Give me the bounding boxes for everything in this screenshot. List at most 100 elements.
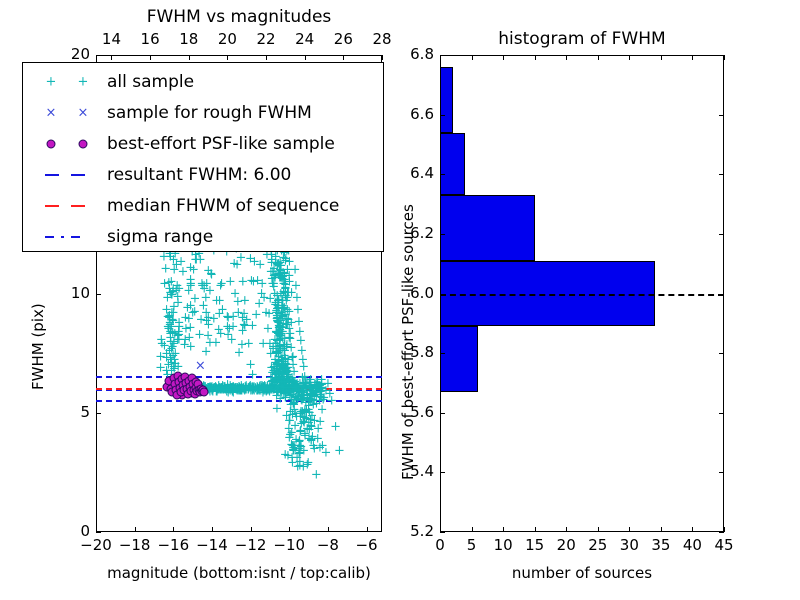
histogram-x-tick-label: 5: [466, 536, 477, 554]
scatter-point-all-sample: +: [274, 338, 286, 354]
scatter-point-all-sample: +: [172, 332, 184, 348]
scatter-point-all-sample: +: [268, 363, 280, 379]
legend-item[interactable]: median FHWM of sequence: [23, 190, 383, 221]
histogram-bar: [440, 66, 453, 133]
tick-mark: [719, 353, 724, 355]
tick-mark: [227, 55, 229, 60]
tick-mark: [96, 293, 101, 295]
scatter-point-all-sample: +: [168, 299, 180, 315]
scatter-point-all-sample: +: [275, 378, 287, 394]
tick-mark: [719, 472, 724, 474]
scatter-point-all-sample: +: [317, 438, 328, 454]
scatter-point-all-sample: +: [276, 326, 288, 342]
scatter-point-all-sample: +: [248, 274, 259, 290]
scatter-point-all-sample: +: [200, 290, 212, 306]
legend-item-label: all sample: [107, 71, 195, 92]
legend-item[interactable]: × × sample for rough FWHM: [23, 97, 383, 128]
legend-item[interactable]: best-effort PSF-like sample: [23, 128, 383, 159]
scatter-point-all-sample: +: [275, 328, 287, 344]
scatter-point-all-sample: +: [173, 332, 185, 348]
scatter-point-all-sample: +: [274, 262, 286, 278]
tick-mark: [534, 527, 536, 532]
scatter-point-all-sample: +: [237, 274, 249, 290]
legend-item-label: sample for rough FWHM: [107, 102, 312, 123]
scatter-point-all-sample: +: [281, 337, 293, 353]
histogram-x-tick-label: 35: [651, 536, 671, 554]
scatter-point-all-sample: +: [292, 391, 304, 407]
tick-mark: [597, 55, 599, 60]
scatter-point-all-sample: +: [266, 252, 278, 268]
scatter-point-all-sample: +: [185, 260, 197, 276]
scatter-point-all-sample: +: [283, 421, 295, 437]
legend-item[interactable]: + + all sample: [23, 66, 383, 97]
scatter-point-all-sample: +: [270, 255, 281, 271]
scatter-point-rough-sample: ×: [194, 358, 206, 374]
legend-item-label: best-effort PSF-like sample: [107, 133, 335, 154]
scatter-point-all-sample: +: [185, 272, 197, 288]
tick-mark: [304, 55, 306, 60]
scatter-point-all-sample: +: [165, 334, 177, 350]
scatter-point-all-sample: +: [173, 324, 185, 340]
scatter-point-all-sample: +: [297, 352, 309, 368]
scatter-point-all-sample: +: [270, 336, 282, 352]
scatter-point-all-sample: +: [298, 359, 310, 375]
scatter-point-all-sample: +: [271, 305, 283, 321]
legend-item[interactable]: sigma range: [23, 221, 383, 252]
tick-mark: [692, 55, 694, 60]
scatter-point-all-sample: +: [164, 326, 176, 342]
scatter-point-all-sample: +: [293, 446, 305, 462]
scatter-point-all-sample: +: [295, 404, 307, 420]
scatter-point-all-sample: +: [194, 252, 206, 268]
filled-circle-icon: [78, 139, 88, 148]
scatter-point-all-sample: +: [309, 413, 320, 429]
histogram-ylabel: FWHM of best-effort PSF-like sources: [399, 204, 417, 480]
scatter-point-all-sample: +: [270, 303, 282, 319]
scatter-point-all-sample: +: [155, 360, 166, 376]
scatter-point-all-sample: +: [275, 270, 287, 286]
scatter-point-all-sample: +: [281, 408, 292, 424]
dashed-line-icon: [45, 204, 59, 207]
scatter-point-all-sample: +: [303, 422, 315, 438]
scatter-point-all-sample: +: [277, 324, 289, 340]
scatter-point-all-sample: +: [171, 257, 182, 273]
scatter-point-all-sample: +: [314, 440, 326, 456]
scatter-point-all-sample: +: [279, 362, 291, 378]
scatter-point-all-sample: +: [276, 356, 288, 372]
scatter-point-all-sample: +: [269, 355, 281, 371]
scatter-point-all-sample: +: [272, 293, 284, 309]
scatter-point-all-sample: +: [297, 409, 309, 425]
scatter-point-all-sample: +: [273, 327, 285, 342]
tick-mark: [111, 55, 113, 60]
scatter-point-all-sample: +: [159, 338, 170, 354]
tick-mark: [440, 114, 445, 116]
scatter-point-all-sample: +: [305, 433, 317, 449]
scatter-point-all-sample: +: [295, 416, 307, 432]
scatter-point-all-sample: +: [312, 421, 324, 437]
histogram-y-tick-label: 6.6: [410, 104, 434, 123]
histogram-bar: [440, 195, 535, 261]
scatter-point-all-sample: +: [282, 285, 294, 300]
scatter-point-all-sample: +: [161, 350, 173, 366]
scatter-point-all-sample: +: [252, 383, 264, 399]
dash-dot-line-icon: [61, 235, 64, 238]
scatter-point-all-sample: +: [236, 337, 248, 353]
legend-item[interactable]: resultant FWHM: 6.00: [23, 159, 383, 190]
scatter-point-all-sample: +: [279, 362, 291, 378]
histogram-x-tick-label: 25: [588, 536, 608, 554]
scatter-point-all-sample: +: [185, 339, 197, 355]
histogram-xlabel: number of sources: [511, 564, 653, 582]
histogram-y-tick-label: 6.4: [410, 164, 434, 183]
scatter-point-all-sample: +: [246, 383, 258, 399]
legend[interactable]: + + all sample × × sample for rough FWHM best-…: [22, 62, 384, 252]
scatter-point-all-sample: +: [163, 275, 175, 291]
scatter-point-all-sample: +: [274, 258, 285, 274]
scatter-point-all-sample: +: [183, 283, 195, 299]
scatter-point-all-sample: +: [316, 390, 328, 406]
scatter-point-all-sample: +: [277, 383, 289, 399]
scatter-point-all-sample: +: [281, 317, 293, 333]
scatter-point-all-sample: +: [274, 331, 286, 347]
scatter-point-all-sample: +: [271, 308, 283, 324]
scatter-point-all-sample: +: [277, 309, 289, 325]
scatter-point-all-sample: +: [196, 278, 208, 294]
tick-mark: [440, 293, 445, 295]
